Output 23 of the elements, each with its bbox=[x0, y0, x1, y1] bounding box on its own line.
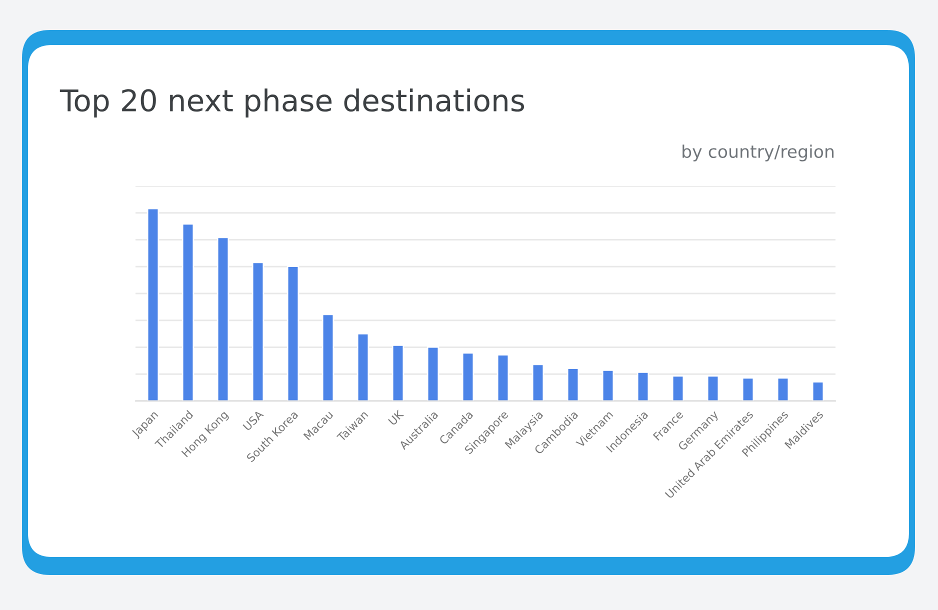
bar bbox=[146, 208, 160, 401]
bar bbox=[356, 332, 370, 401]
chart-title: Top 20 next phase destinations bbox=[60, 88, 524, 118]
bar bbox=[812, 381, 824, 401]
bar bbox=[252, 262, 264, 401]
bar bbox=[496, 354, 510, 401]
x-tick-label: USA bbox=[242, 410, 264, 431]
chart-subtitle: by country/region bbox=[682, 144, 834, 162]
bar bbox=[706, 375, 720, 401]
bar bbox=[392, 344, 404, 401]
bar bbox=[776, 377, 790, 401]
bar bbox=[672, 375, 684, 401]
bar bbox=[286, 266, 300, 401]
bar bbox=[602, 370, 614, 401]
bar bbox=[532, 364, 544, 401]
bar bbox=[566, 368, 580, 401]
bar bbox=[322, 314, 334, 401]
bar bbox=[426, 346, 440, 401]
bar bbox=[742, 377, 754, 401]
bar bbox=[462, 352, 474, 401]
bar bbox=[636, 371, 650, 401]
bar bbox=[216, 236, 230, 401]
bar bbox=[182, 223, 194, 401]
